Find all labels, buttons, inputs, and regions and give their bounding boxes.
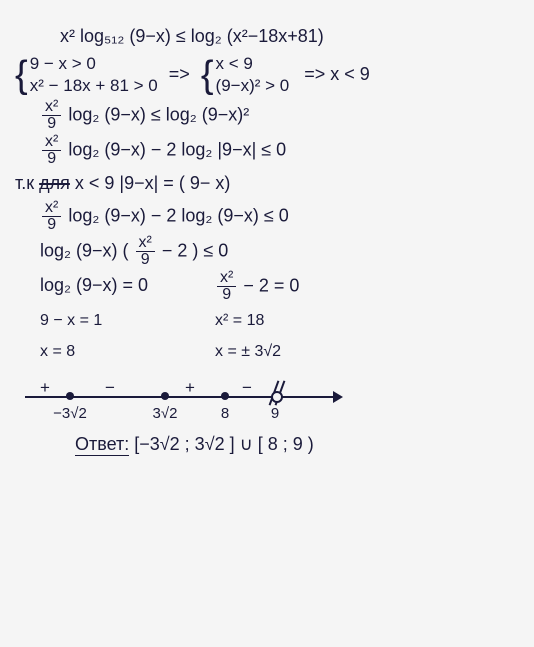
roots-row-3: x = 8 x = ± 3√2 <box>15 336 519 365</box>
root1-solve: 9 − x = 1 <box>40 308 210 334</box>
root1-eq: log₂ (9−x) = 0 <box>40 271 210 300</box>
sign-marker: + <box>185 374 195 401</box>
sign-marker: − <box>242 374 252 401</box>
equation-original: x² log₅₁₂ (9−x) ≤ log₂ (x²−18x+81) <box>15 22 519 51</box>
step-7-factored: log₂ (9−x) ( x²9 − 2 ) ≤ 0 <box>15 235 519 268</box>
step-3: x²9 log₂ (9−x) ≤ log₂ (9−x)² <box>15 99 519 132</box>
root2-solve: x² = 18 <box>215 312 264 329</box>
answer-label: Ответ: <box>75 434 129 456</box>
sys1-top: 9 − x > 0 <box>30 54 96 73</box>
step-6: x²9 log₂ (9−x) − 2 log₂ (9−x) ≤ 0 <box>15 200 519 233</box>
roots-row-2: 9 − x = 1 x² = 18 <box>15 305 519 334</box>
roots-row-1: log₂ (9−x) = 0 x²9 − 2 = 0 <box>15 270 519 303</box>
sign-number-line: +−+−−3√23√289 <box>25 372 345 422</box>
point-label: 8 <box>221 402 229 426</box>
closed-point-icon <box>221 392 229 400</box>
point-label: 9 <box>271 402 279 426</box>
sign-marker: + <box>40 374 50 401</box>
step-4: x²9 log₂ (9−x) − 2 log₂ |9−x| ≤ 0 <box>15 134 519 167</box>
sign-marker: − <box>105 374 115 401</box>
strikethrough-text: для <box>39 173 70 193</box>
step-5-note: т.к для x < 9 |9−x| = ( 9− x) <box>15 169 519 198</box>
answer-line: Ответ: [−3√2 ; 3√2 ] ∪ [ 8 ; 9 ) <box>15 430 519 459</box>
implies-2: => x < 9 <box>304 64 370 84</box>
sys2-bot: (9−x)² > 0 <box>216 76 290 95</box>
answer-value: [−3√2 ; 3√2 ] ∪ [ 8 ; 9 ) <box>129 434 314 454</box>
root2-val: x = ± 3√2 <box>215 343 281 360</box>
root1-val: x = 8 <box>40 339 210 365</box>
closed-point-icon <box>66 392 74 400</box>
domain-system: { 9 − x > 0 x² − 18x + 81 > 0 => { x < 9… <box>15 53 519 97</box>
numberline-arrow-icon <box>333 391 343 403</box>
implies-1: => <box>169 64 190 84</box>
sys2-top: x < 9 <box>216 54 253 73</box>
point-label: 3√2 <box>153 402 178 426</box>
sys1-bot: x² − 18x + 81 > 0 <box>30 76 158 95</box>
closed-point-icon <box>161 392 169 400</box>
point-label: −3√2 <box>53 402 87 426</box>
